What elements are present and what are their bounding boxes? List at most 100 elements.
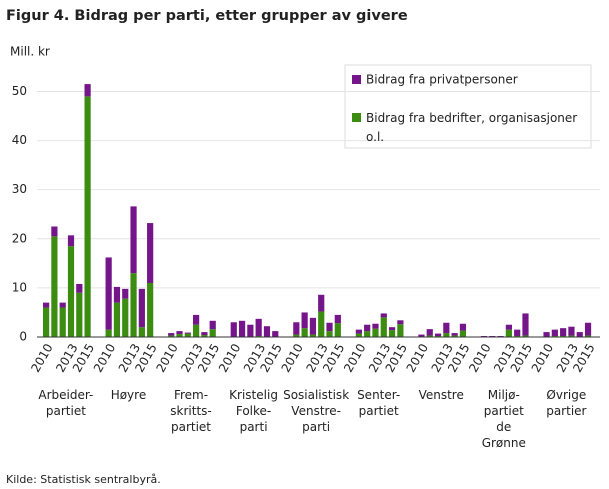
bar: [309, 317, 317, 335]
bar: [76, 283, 83, 293]
y-tick-label: 30: [12, 182, 27, 196]
group-label: Høyre: [110, 388, 147, 402]
bar: [67, 246, 75, 337]
bar: [147, 223, 154, 283]
bar: [263, 326, 271, 337]
x-tick-label: 2010: [216, 341, 243, 374]
bar: [201, 335, 208, 337]
y-tick-label: 40: [12, 133, 27, 147]
bar: [418, 334, 425, 337]
bar: [84, 84, 91, 97]
bar: [122, 298, 129, 337]
bar: [247, 324, 254, 337]
bar: [380, 317, 387, 337]
x-tick-label: 2010: [404, 341, 431, 374]
bar: [67, 235, 75, 247]
y-tick-label: 0: [19, 330, 27, 344]
bar: [51, 226, 58, 237]
bar: [168, 335, 175, 337]
group-label: Arbeider- partiet: [38, 388, 94, 418]
bar: [388, 327, 396, 331]
bar: [51, 236, 58, 337]
bar: [372, 323, 379, 329]
bar: [84, 96, 91, 337]
group-label: Venstre: [418, 388, 464, 402]
x-tick-label: 2010: [28, 341, 55, 374]
bar: [184, 333, 191, 337]
bar: [380, 313, 387, 318]
bar: [451, 333, 458, 336]
bar: [209, 329, 216, 337]
bar: [147, 282, 154, 337]
bar: [113, 286, 121, 303]
bar: [184, 332, 191, 334]
bar: [255, 318, 262, 337]
legend-swatch: [352, 75, 361, 84]
bar: [326, 322, 333, 332]
bar: [43, 302, 50, 308]
bar: [113, 302, 121, 337]
bar: [318, 311, 325, 337]
x-tick-label: 2010: [91, 341, 118, 374]
bar: [138, 288, 145, 328]
bar: [522, 313, 529, 336]
x-tick-label: 2010: [279, 341, 306, 374]
group-label: Øvrige partier: [546, 388, 587, 418]
bar: [443, 333, 450, 337]
x-tick-label: 2010: [341, 341, 368, 374]
bar: [238, 320, 246, 337]
bar: [426, 329, 433, 336]
bar: [388, 330, 396, 337]
bar: [201, 332, 208, 336]
bar: [355, 333, 362, 337]
y-axis-label: Mill. kr: [10, 45, 50, 59]
bar: [459, 323, 467, 331]
x-tick-label: 2010: [529, 341, 556, 374]
y-tick-label: 20: [12, 231, 27, 245]
bar: [59, 307, 66, 337]
bar: [334, 314, 341, 324]
y-tick-label: 10: [12, 280, 27, 294]
bar: [505, 329, 512, 337]
bar: [514, 329, 521, 337]
bar: [522, 335, 529, 337]
bar: [355, 329, 362, 334]
group-label: Sosialistisk Venstre- parti: [283, 388, 350, 434]
bar: [59, 302, 66, 308]
bar: [130, 206, 137, 274]
group-label: Kristelig Folke- parti: [229, 388, 278, 434]
legend-box: [344, 64, 592, 149]
bar: [364, 331, 371, 337]
bar: [293, 322, 300, 335]
bar: [168, 333, 175, 336]
bar: [584, 335, 592, 337]
bar: [505, 324, 512, 330]
bar: [576, 332, 583, 337]
bar: [309, 334, 317, 337]
group-label: Miljø- partiet de Grønne: [481, 388, 526, 450]
bar: [209, 320, 216, 330]
chart-title: Figur 4. Bidrag per parti, etter grupper…: [6, 8, 408, 24]
legend-label: Bidrag fra privatpersoner: [366, 73, 518, 87]
x-tick-label: 2010: [153, 341, 180, 374]
bar: [193, 314, 200, 325]
bar: [193, 324, 200, 337]
bar: [434, 333, 442, 337]
bar: [122, 288, 129, 299]
bar: [176, 334, 183, 337]
bar: [443, 322, 450, 334]
bar: [138, 327, 145, 337]
bar: [551, 329, 558, 337]
x-tick-label: 2010: [466, 341, 493, 374]
group-label: Frem- skritts- partiet: [170, 388, 212, 434]
bar: [301, 312, 308, 329]
bar: [459, 330, 467, 337]
bar: [568, 326, 575, 336]
bar: [105, 257, 112, 330]
bar: [426, 335, 433, 337]
group-label: Senter- partiet: [357, 388, 401, 418]
bar: [318, 294, 325, 312]
bar: [43, 307, 50, 337]
